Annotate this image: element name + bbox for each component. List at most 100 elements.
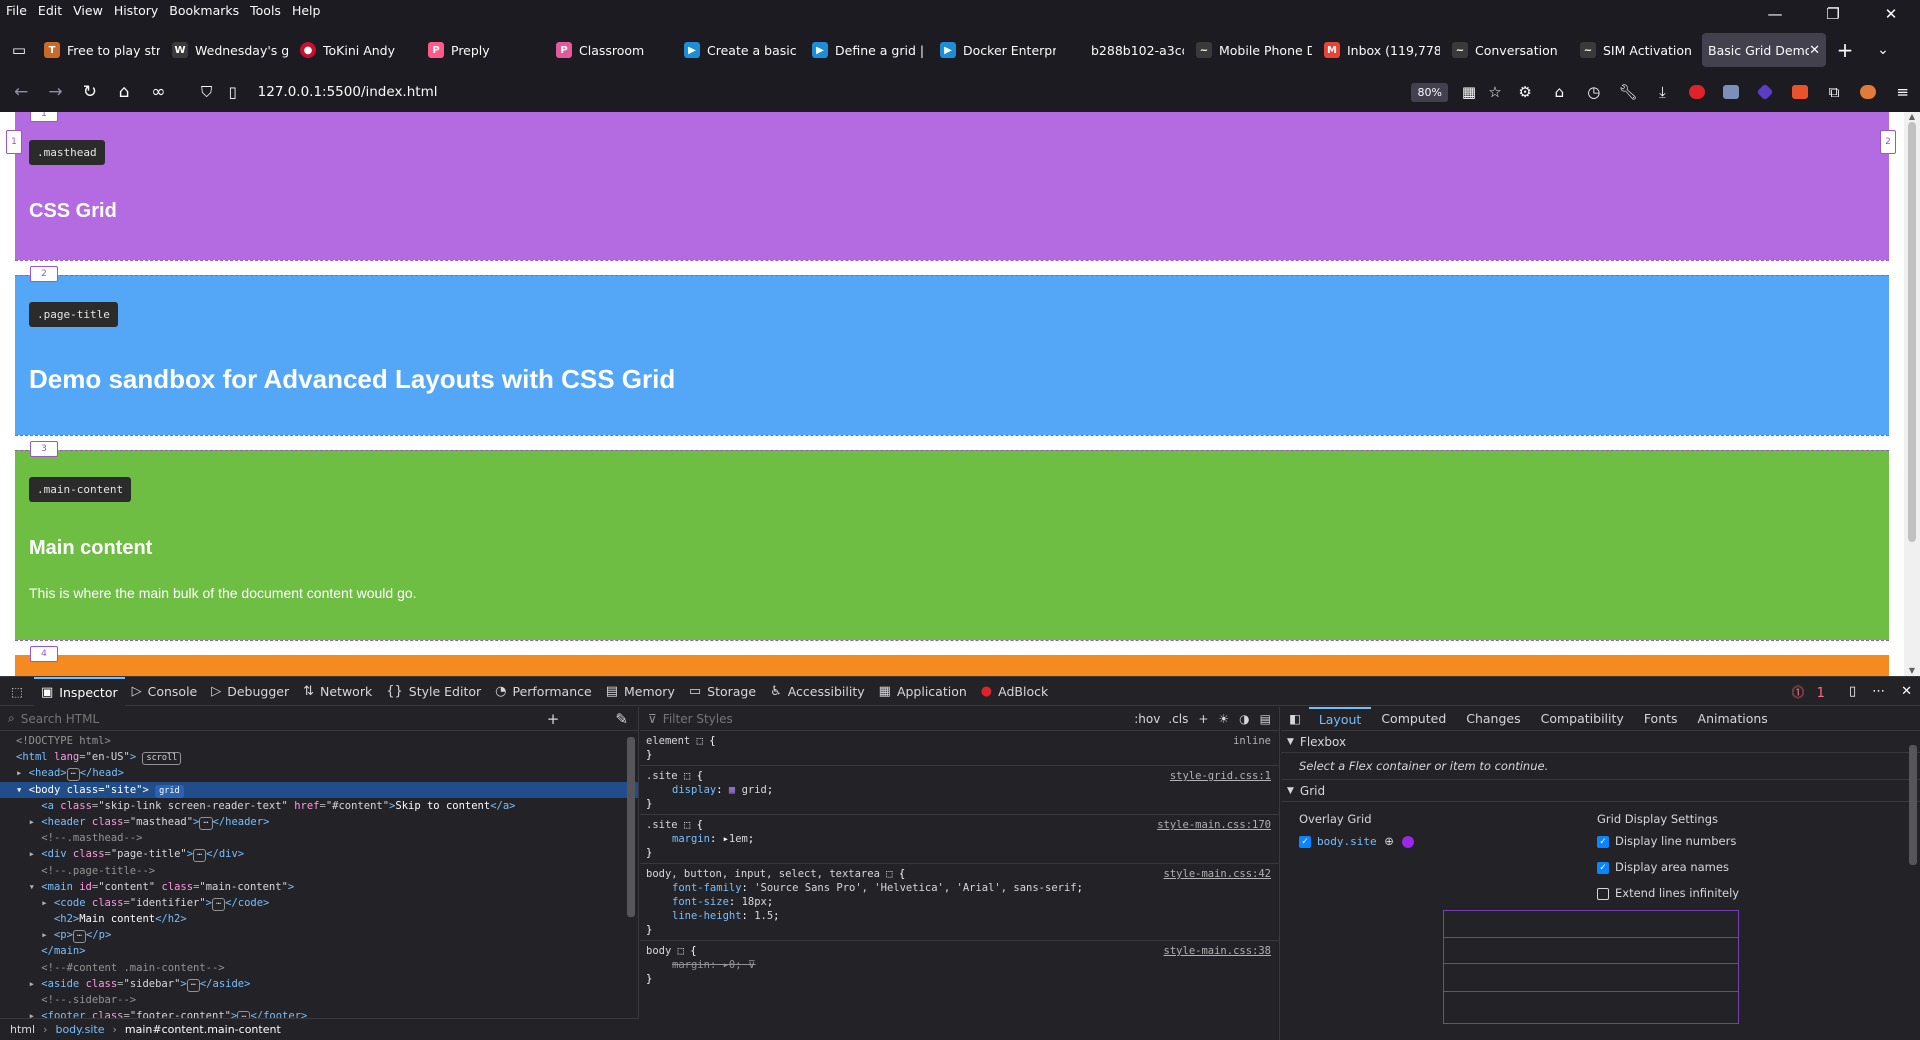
markup-line[interactable]: <!--#content .main-content--> [41, 961, 225, 974]
tab-fonts[interactable]: Fonts [1643, 711, 1678, 726]
back-button[interactable]: ← [14, 82, 29, 102]
bookmark-star-icon[interactable]: ☆ [1488, 83, 1502, 101]
restore-button[interactable]: ❐ [1826, 5, 1840, 23]
menu-tools[interactable]: Tools [250, 2, 281, 18]
app-menu-icon[interactable]: ≡ [1896, 83, 1909, 101]
css-rule[interactable]: body ⬚ { style-main.css:38 margin: ▸0; ⊽… [646, 945, 1271, 985]
browser-tab[interactable]: ~ Mobile Phone D [1190, 33, 1318, 67]
url-text[interactable]: 127.0.0.1:5500/index.html [257, 84, 438, 100]
tab-adblock[interactable]: ● AdBlock [980, 683, 1049, 699]
css-rule[interactable]: element ⬚ { inline } [640, 731, 1279, 766]
class-toggle[interactable]: .cls [1168, 711, 1189, 726]
browser-tab[interactable]: ▶ Create a basic G [678, 33, 806, 67]
eyedropper-icon[interactable]: ✎ [615, 709, 628, 728]
hover-states-toggle[interactable]: :hov [1134, 711, 1161, 726]
page-info-icon[interactable]: ▯ [228, 83, 237, 101]
more-options-icon[interactable]: ⋯ [1872, 683, 1886, 699]
filter-styles-input[interactable] [662, 711, 1103, 726]
markup-line[interactable]: <a class="skip-link screen-reader-text" … [41, 799, 516, 812]
extend-lines-option[interactable]: Extend lines infinitely [1597, 886, 1739, 900]
css-rule[interactable]: body, button, input, select, textarea ⬚ … [640, 864, 1279, 941]
markup-line[interactable]: ▸ <head> ⋯ </head> [16, 767, 124, 782]
browser-tab[interactable]: ▶ Docker Enterpri [934, 33, 1062, 67]
error-count-badge[interactable]: ⓵ 1 [1791, 685, 1825, 701]
history-icon[interactable]: ◷ [1587, 83, 1601, 101]
browser-tab[interactable]: M Inbox (119,778) [1318, 33, 1446, 67]
tab-computed[interactable]: Computed [1381, 711, 1447, 726]
browser-tab[interactable]: P Classroom [550, 33, 678, 67]
css-rule[interactable]: .site ⬚ { style-grid.css:1 display: ▦ gr… [640, 766, 1279, 815]
page-scrollbar[interactable]: ▲ ▼ [1904, 112, 1920, 676]
markup-line[interactable]: ▸ <p> ⋯ </p> [16, 929, 112, 944]
close-tab-icon[interactable]: ✕ [1809, 42, 1820, 58]
rule-source-link[interactable]: style-main.css:42 [1163, 868, 1271, 880]
tab-application[interactable]: ▦ Application [878, 683, 967, 699]
css-declaration[interactable]: font-family: 'Source Sans Pro', 'Helveti… [672, 882, 1083, 894]
tab-style-editor[interactable]: {} Style Editor [386, 683, 482, 699]
active-browser-tab[interactable]: Basic Grid Demo ✕ [1702, 33, 1826, 67]
grid-target-icon[interactable]: ⊕ [1384, 834, 1394, 848]
dock-side-icon[interactable]: ▯ [1848, 683, 1857, 699]
markup-line[interactable]: <h2>Main content</h2> [53, 913, 187, 926]
browser-tab[interactable]: ~ Conversation [1446, 33, 1574, 67]
tab-accessibility[interactable]: ♿︎ Accessibility [770, 683, 865, 699]
markup-line[interactable]: <!DOCTYPE html> [16, 735, 111, 747]
markup-line[interactable]: <!--.masthead--> [41, 832, 143, 845]
menu-history[interactable]: History [113, 2, 159, 18]
browser-tab[interactable]: P Preply [422, 33, 550, 67]
rule-source-link[interactable]: style-main.css:170 [1157, 819, 1271, 831]
rule-source-link[interactable]: style-grid.css:1 [1169, 770, 1271, 782]
add-node-icon[interactable]: + [546, 709, 560, 728]
markup-line[interactable]: ▸ <aside class="sidebar"> ⋯ </aside> [16, 977, 251, 992]
wrench-icon[interactable]: 🔧︎ [1618, 83, 1638, 101]
new-tab-button[interactable]: + [1836, 38, 1854, 62]
tab-compatibility[interactable]: Compatibility [1540, 711, 1624, 726]
extension-icon[interactable] [1748, 76, 1782, 108]
tab-inspector[interactable]: ▣ Inspector [34, 676, 125, 706]
extensions-puzzle-icon[interactable]: ⧉ [1828, 83, 1840, 101]
light-mode-icon[interactable]: ☀ [1218, 711, 1230, 726]
close-window-button[interactable]: ✕ [1884, 5, 1898, 23]
pocket-icon[interactable]: ⌂ [1554, 83, 1565, 101]
close-devtools-icon[interactable]: ✕ [1901, 683, 1912, 699]
flexbox-section-header[interactable]: ▼ Flexbox [1281, 731, 1920, 753]
menu-view[interactable]: View [73, 2, 103, 18]
extension-icon[interactable] [1783, 76, 1817, 108]
rule-source-link[interactable]: style-main.css:38 [1163, 945, 1271, 957]
checkbox-checked-icon[interactable]: ✓ [1597, 835, 1609, 848]
tab-memory[interactable]: ▤ Memory [605, 683, 675, 699]
downloads-icon[interactable]: ⤓ [1659, 83, 1666, 101]
tab-network[interactable]: ⇅ Network [303, 683, 373, 699]
home-button[interactable]: ⌂ [118, 82, 130, 102]
layout-scrollbar[interactable] [1908, 731, 1918, 1031]
markup-line[interactable]: ▾ <main id="content" class="main-content… [16, 880, 295, 893]
overlay-grid-item[interactable]: ✓ body.site ⊕ [1299, 834, 1414, 848]
browser-tab[interactable]: ● ToKini Andy [294, 33, 422, 67]
settings-gear-icon[interactable]: ⚙ [1518, 83, 1532, 101]
scrollbar-thumb[interactable] [1909, 745, 1917, 865]
css-declaration[interactable]: margin: ▸1em; [672, 833, 755, 845]
markup-line[interactable]: <!--.page-title--> [41, 864, 156, 877]
checkbox-checked-icon[interactable]: ✓ [1299, 835, 1311, 848]
account-avatar-icon[interactable] [1851, 76, 1885, 108]
tab-animations[interactable]: Animations [1697, 711, 1768, 726]
zoom-level-badge[interactable]: 80% [1411, 82, 1448, 102]
display-line-numbers-option[interactable]: ✓ Display line numbers [1597, 834, 1736, 848]
url-bar[interactable]: ⛉ ▯ 127.0.0.1:5500/index.html 80% ▦ ☆ [183, 76, 1508, 108]
grid-outline-preview[interactable] [1443, 910, 1739, 1024]
tab-changes[interactable]: Changes [1466, 711, 1521, 726]
menu-bookmarks[interactable]: Bookmarks [169, 2, 240, 18]
menu-edit[interactable]: Edit [37, 2, 63, 18]
tab-storage[interactable]: ▭ Storage [688, 683, 757, 699]
markup-line[interactable]: ▸ <header class="masthead"> ⋯ </header> [16, 815, 270, 830]
toggle-sidebar-icon[interactable]: ◧ [1289, 711, 1301, 726]
tab-console[interactable]: ▷ Console [131, 683, 198, 699]
breadcrumb-item[interactable]: body.site [55, 1023, 105, 1036]
forward-button[interactable]: → [48, 82, 63, 102]
css-declaration-overridden[interactable]: margin: ▸0; ⊽ [672, 959, 756, 971]
grid-icon[interactable]: ▦ [1461, 83, 1477, 101]
reload-button[interactable]: ↻ [82, 82, 97, 102]
browser-tab[interactable]: b288b102-a3cd-11e [1062, 33, 1190, 67]
firefox-view-button[interactable]: ▭ [11, 41, 27, 59]
